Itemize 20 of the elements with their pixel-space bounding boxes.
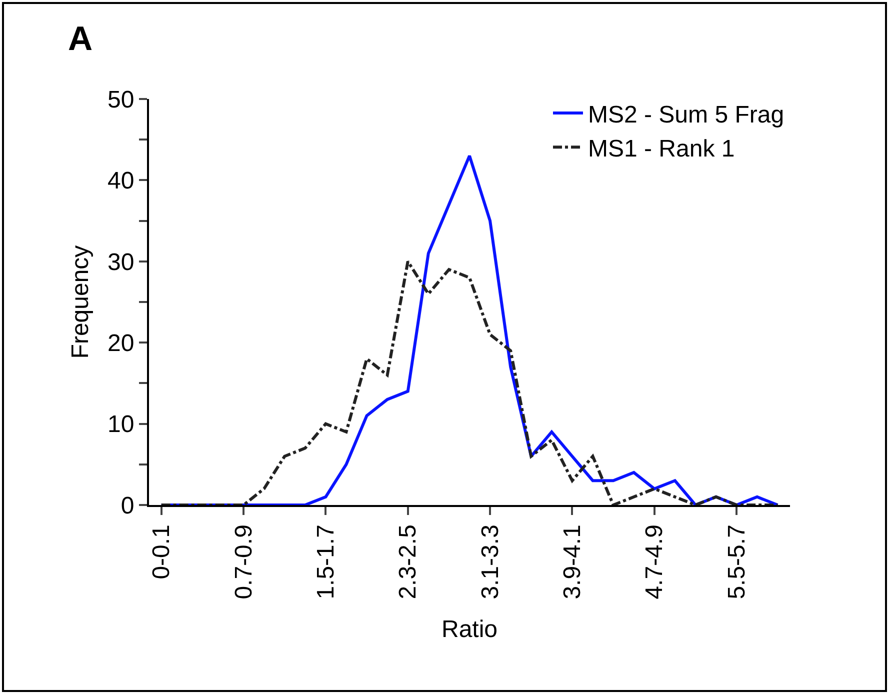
y-tick-label: 30 (107, 248, 134, 276)
y-tick-label: 40 (107, 168, 134, 195)
x-tick-label: 3.9-4.1 (559, 524, 586, 600)
y-axis-title: Frequency (67, 245, 94, 359)
x-tick-label: 3.1-3.3 (476, 524, 504, 600)
legend-label: MS2 - Sum 5 Frag (588, 101, 784, 128)
y-tick-label: 20 (107, 330, 134, 357)
x-tick-label: 0-0.1 (148, 524, 176, 580)
y-tick-label: 0 (120, 492, 134, 520)
legend-label: MS1 - Rank 1 (588, 136, 735, 163)
x-tick-label: 4.7-4.9 (641, 524, 668, 600)
y-tick-label: 50 (107, 86, 134, 114)
text: A (68, 20, 93, 58)
x-tick-label: 1.5-1.7 (312, 524, 340, 600)
x-tick-label: 2.3-2.5 (394, 524, 422, 600)
y-tick-label: 10 (107, 411, 134, 438)
line-series (160, 260, 780, 505)
x-tick-label: 5.5-5.7 (723, 524, 750, 600)
x-tick-label: 0.7-0.9 (230, 524, 258, 600)
x-axis-title: Ratio (441, 616, 498, 644)
